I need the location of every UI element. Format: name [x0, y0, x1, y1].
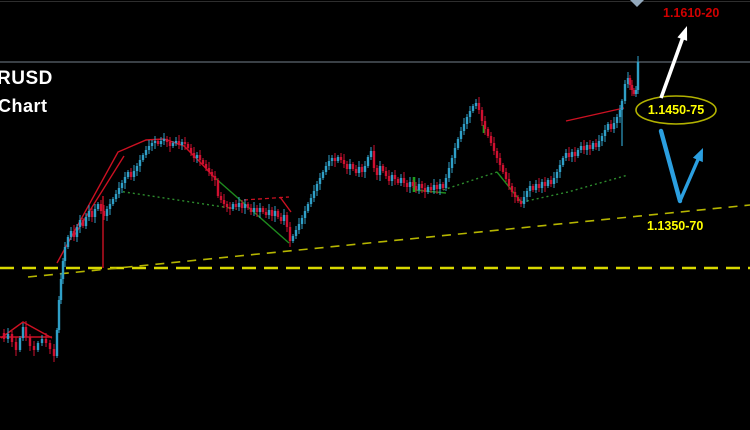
red-zigzag-lines: [0, 107, 625, 339]
pullback-projection-arrow: [658, 128, 703, 204]
breakout-zone-ellipse: [635, 95, 717, 125]
scroll-marker-icon: [630, 0, 644, 7]
support-resistance-lines: [0, 204, 750, 278]
breakout-target-arrow: [659, 26, 688, 99]
support-price-label: 1.1350-70: [647, 219, 704, 233]
window-top-edge: [0, 1, 750, 2]
symbol-title: RUSD: [0, 68, 53, 89]
candles-layer: [2, 56, 640, 362]
chart-subtitle: Chart: [0, 96, 48, 116]
breakout-zone-price-label: 1.1450-75: [647, 103, 705, 117]
resistance-price-label: 1.1610-20: [663, 6, 720, 20]
